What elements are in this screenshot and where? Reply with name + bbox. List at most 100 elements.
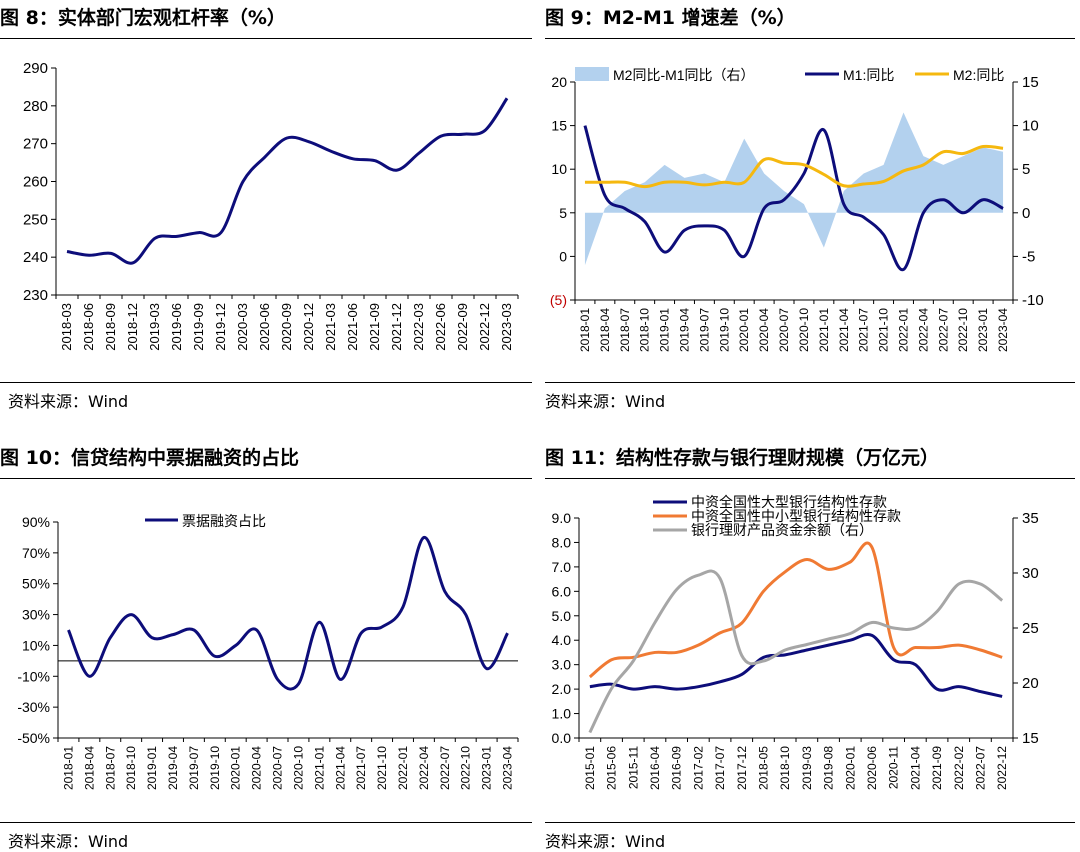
x-tick-label: 2022-07 [936,308,950,352]
x-tick-label: 2021-01 [312,746,326,790]
x-tick-label: 2018-01 [578,308,592,352]
y-tick-label: 230 [23,287,48,304]
legend-label: 中资全国性中小型银行结构性存款 [691,508,901,524]
y-tick-label: 15 [551,118,567,134]
chart-title: 图 8：实体部门宏观杠杆率（%） [0,7,286,29]
x-tick-label: 2018-04 [82,746,96,790]
title-divider [545,38,1075,39]
series-line-2 [588,569,1004,734]
x-tick-label: 2019-06 [169,303,184,351]
x-tick-label: 2020-04 [757,308,771,352]
y-tick-label: -10% [17,668,50,684]
x-tick-label: 2021-03 [323,303,338,351]
series-line-2 [584,144,1004,189]
x-tick-label: 2016-09 [670,746,684,790]
y-tick-label: 240 [23,249,48,266]
x-tick-label: 2020-11 [887,746,901,789]
x-tick-label: 2018-07 [618,308,632,352]
x-tick-label: 2019-08 [822,746,836,790]
x-tick-label: 2019-12 [213,303,228,351]
y-tick-label: (5) [550,292,567,308]
x-tick-label: 2018-10 [638,308,652,352]
x-tick-label: 2022-10 [459,746,473,790]
x-tick-label: 2022-03 [411,303,426,351]
x-tick-label: 2022-01 [396,746,410,790]
x-tick-label: 2018-03 [59,303,74,351]
y-tick-label: 9.0 [552,510,572,526]
x-tick-label: 2020-10 [291,746,305,790]
x-tick-label: 2020-01 [737,308,751,352]
x-tick-label: 2019-01 [658,308,672,352]
y2-tick-label: -10 [1022,292,1044,309]
legend-label: 票据融资占比 [182,513,266,529]
x-tick-label: 2019-04 [678,308,692,352]
y-tick-label: 50% [22,576,50,592]
series-line [67,535,509,691]
y-tick-label: 2.0 [552,681,572,697]
chart-fig8: 230 240 250 260 270 280 290 2018-03 2018-06 2018-… [23,60,519,351]
x-tick-label: 2019-04 [166,746,180,790]
x-tick-label: 2018-12 [125,303,140,351]
x-tick-label: 2018-09 [103,303,118,351]
y-tick-label: 70% [22,545,50,561]
chart-title: 图 11：结构性存款与银行理财规模（万亿元） [545,447,940,469]
x-tick-label: 2021-04 [837,308,851,352]
x-tick-label: 2019-10 [717,308,731,352]
x-tick-label: 2019-09 [191,303,206,351]
y-tick-label: 250 [23,211,48,228]
chart-fig10: -50% -30% -10% 10% 30% 50% 70% 90% 2018-01 2018-0… [17,513,519,790]
y2-tick-label: 30 [1022,565,1039,582]
y-tick-label: 5 [559,205,567,221]
y2-tick-label: 15 [1022,730,1039,747]
x-tick-label: 2021-09 [930,746,944,790]
source-note: 资料来源：Wind [8,832,129,851]
x-tick-label: 2020-06 [865,746,879,790]
x-tick-label: 2019-03 [800,746,814,790]
y-tick-label: 1.0 [552,706,572,722]
x-tick-label: 2020-04 [250,746,264,790]
y2-tick-label: 0 [1022,205,1030,222]
x-tick-label: 2021-09 [367,303,382,351]
x-tick-label: 2020-10 [797,308,811,352]
legend-label: 中资全国性大型银行结构性存款 [691,494,887,510]
x-tick-label: 2020-03 [235,303,250,351]
y-tick-label: 0 [559,248,567,264]
x-tick-label: 2018-04 [598,308,612,352]
x-tick-label: 2018-01 [61,746,75,790]
panel-fig8: 图 8：实体部门宏观杠杆率（%） 230 240 250 260 270 280 290 20… [0,0,532,420]
legend-swatch [575,67,609,81]
x-tick-label: 2021-10 [877,308,891,352]
x-tick-label: 2022-12 [995,746,1009,790]
source-divider [0,382,532,383]
x-tick-label: 2023-01 [976,308,990,352]
chart-title: 图 10：信贷结构中票据融资的占比 [0,447,300,469]
y2-tick-label: 35 [1022,510,1039,527]
panel-fig9: 图 9：M2-M1 增速差（%） (5) 0 5 10 15 20 -10 -5 0 5 10 15 2… [545,0,1080,420]
y2-tick-label: 5 [1022,161,1030,178]
x-tick-label: 2015-06 [605,746,619,790]
legend-label: 银行理财产品资金余额（右） [691,522,873,538]
legend-label: M1:同比 [843,67,894,83]
series-line-1 [583,125,1004,271]
x-tick-label: 2023-04 [996,308,1010,352]
chart-fig11: 0.0 1.0 2.0 3.0 4.0 5.0 6.0 7.0 8.0 9.0 15 20 25 30 35… [552,494,1039,790]
series-line-0 [589,632,1003,698]
x-tick-label: 2018-05 [756,746,770,790]
x-tick-label: 2019-07 [187,746,201,790]
title-divider [0,478,532,479]
y-tick-label: 7.0 [552,559,572,575]
panel-fig11: 图 11：结构性存款与银行理财规模（万亿元） 0.0 1.0 2.0 3.0 4.0 5.… [545,440,1080,852]
x-tick-label: 2020-01 [229,746,243,790]
x-tick-label: 2015-01 [583,746,597,790]
source-divider [0,822,532,823]
x-tick-label: 2020-01 [843,746,857,790]
legend-label: M2同比-M1同比（右） [613,67,755,83]
y-tick-label: 10% [22,637,50,653]
x-tick-label: 2019-10 [208,746,222,790]
y2-tick-label: 15 [1022,74,1039,91]
x-tick-label: 2021-07 [857,308,871,352]
x-tick-label: 2022-04 [916,308,930,352]
x-tick-label: 2019-01 [145,746,159,790]
x-tick-label: 2021-04 [333,746,347,790]
x-tick-label: 2022-07 [438,746,452,790]
